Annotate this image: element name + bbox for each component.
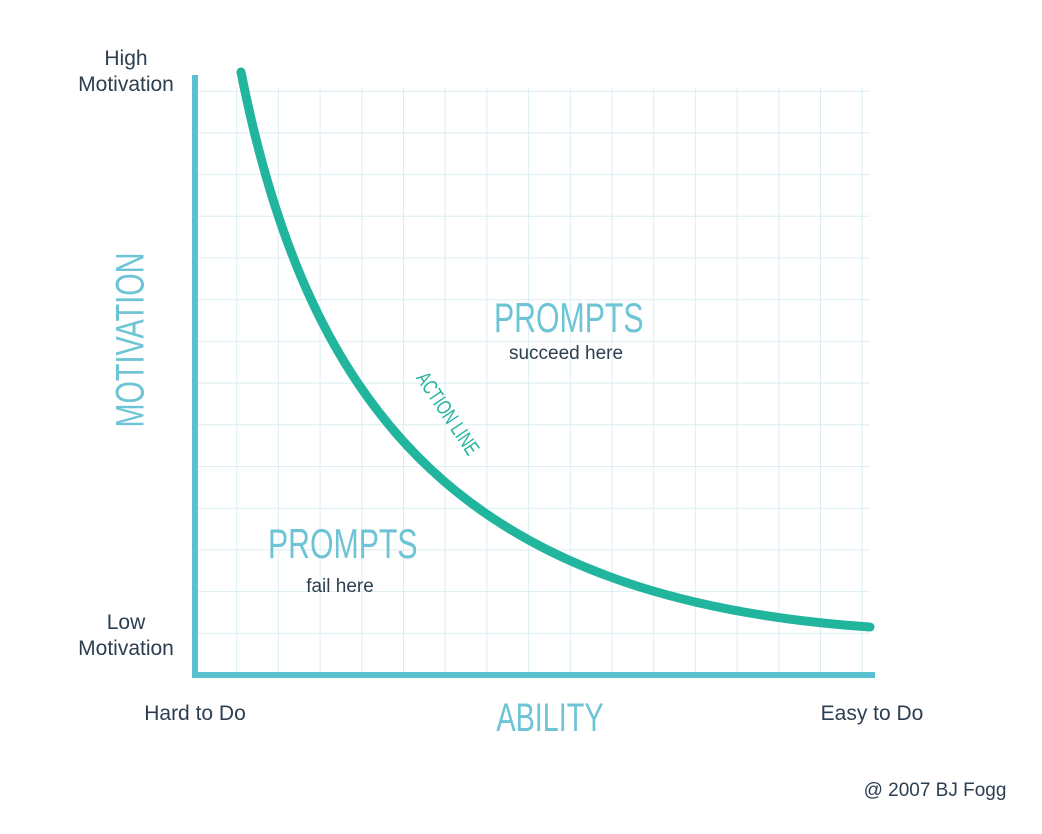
- region-title: PROMPTS: [268, 520, 418, 567]
- hard-to-do: Hard to Do: [144, 702, 246, 725]
- grid: [198, 88, 870, 672]
- credit: @ 2007 BJ Fogg: [863, 780, 1007, 801]
- region-caption: fail here: [306, 576, 374, 597]
- y-axis-label: MOTIVATION: [108, 252, 153, 428]
- region-caption: succeed here: [508, 343, 624, 364]
- easy-to-do: Easy to Do: [820, 702, 924, 725]
- x-axis-label: ABILITY: [496, 696, 604, 740]
- action-line: [236, 67, 875, 632]
- region-title: PROMPTS: [494, 294, 644, 341]
- high-motivation: High Motivation: [78, 47, 174, 96]
- low-motivation: Low Motivation: [78, 611, 174, 660]
